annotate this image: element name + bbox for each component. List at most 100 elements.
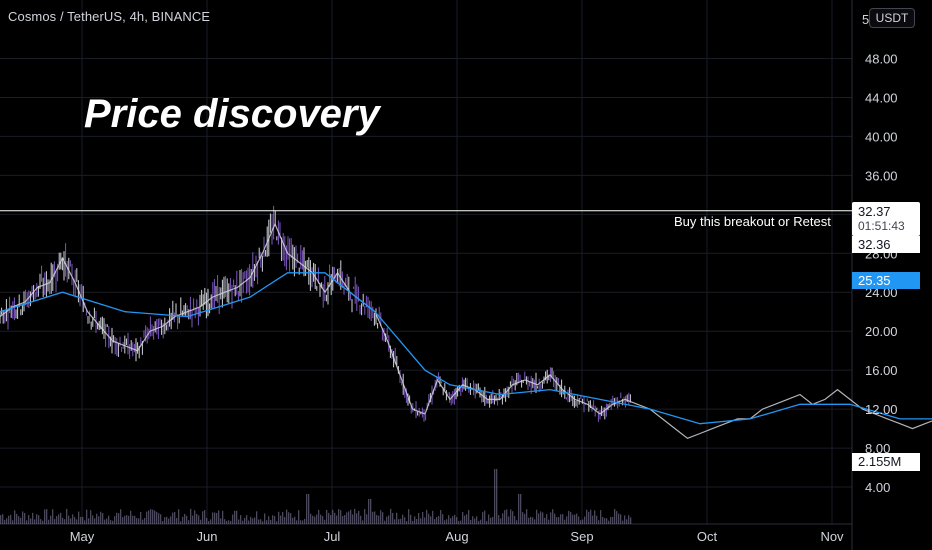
volume-bar (374, 511, 376, 524)
volume-bar (220, 518, 222, 524)
volume-bar (14, 510, 16, 524)
currency-button[interactable]: USDT (869, 8, 915, 28)
volume-bar (156, 511, 158, 524)
time-tick-label: Jun (197, 529, 218, 544)
volume-bar (126, 515, 128, 524)
volume-bar (576, 513, 578, 524)
volume-bar (358, 510, 360, 524)
volume-bar (578, 516, 580, 524)
volume-bar (312, 515, 314, 524)
volume-bar (538, 513, 540, 524)
volume-bar (498, 515, 500, 524)
price-discovery-annotation[interactable]: Price discovery (84, 92, 380, 136)
volume-bar (60, 512, 62, 524)
volume-bar (310, 513, 312, 524)
volume-bar (616, 511, 618, 524)
volume-bar (564, 519, 566, 524)
price-tick-label: 20.00 (865, 324, 898, 339)
volume-bar (556, 517, 558, 524)
volume-bar (410, 514, 412, 524)
time-tick-label: Jul (324, 529, 341, 544)
volume-bar (238, 519, 240, 524)
volume-bar (228, 520, 230, 524)
volume-bar (322, 515, 324, 524)
volume-bar (192, 515, 194, 524)
volume-bar (92, 515, 94, 524)
volume-bar (402, 514, 404, 524)
volume-bar (112, 520, 114, 524)
volume-bar (404, 517, 406, 524)
price-line (0, 222, 932, 439)
volume-bar (28, 515, 30, 524)
volume-bar (288, 512, 290, 524)
volume-bar (342, 516, 344, 524)
volume-bar (264, 513, 266, 524)
volume-bar (64, 519, 66, 524)
volume-bar (500, 518, 502, 524)
volume-bar (562, 514, 564, 524)
volume-bar (240, 515, 242, 524)
volume-bar (84, 520, 86, 524)
price-tick-label: 4.00 (865, 480, 890, 495)
volume-bar (474, 518, 476, 524)
volume-bar (66, 508, 68, 524)
volume-bar (492, 516, 494, 524)
volume-bar (122, 517, 124, 524)
volume-bar (484, 510, 486, 524)
volume-bar (34, 519, 36, 524)
volume-bar (412, 520, 414, 524)
volume-bar (346, 512, 348, 524)
volume-bar (36, 514, 38, 524)
volume-bar (618, 513, 620, 524)
volume-bar (546, 513, 548, 524)
volume-bar (372, 511, 374, 524)
volume-bar (0, 515, 2, 524)
volume-bar (488, 514, 490, 524)
volume-bar (364, 509, 366, 524)
volume-bar (20, 517, 22, 524)
volume-bar (204, 510, 206, 524)
volume-bar (136, 517, 138, 524)
volume-bar (314, 516, 316, 524)
volume-bar (442, 514, 444, 524)
volume-bar (502, 513, 504, 524)
volume-bar (504, 510, 506, 524)
volume-bar (284, 517, 286, 524)
volume-bar (466, 514, 468, 524)
volume-bar (212, 512, 214, 524)
volume-bar (98, 516, 100, 524)
volume-bar (210, 519, 212, 524)
volume-bar (290, 513, 292, 524)
volume-bar (354, 508, 356, 524)
volume-bar (208, 520, 210, 524)
volume-bar (160, 514, 162, 524)
volume-bar (158, 513, 160, 524)
volume-bar (58, 514, 60, 524)
volume-bar (428, 513, 430, 524)
volume-bar (438, 516, 440, 524)
volume-bar (554, 513, 556, 524)
breakout-annotation[interactable]: Buy this breakout or Retest (674, 214, 831, 229)
volume-bar (418, 513, 420, 524)
volume-bar (170, 516, 172, 524)
volume-bar (216, 512, 218, 524)
close-price-tag: 32.36 (852, 236, 920, 253)
volume-bar (4, 519, 6, 524)
price-tick-label: 36.00 (865, 168, 898, 183)
volume-bar (306, 494, 308, 524)
volume-bar (394, 519, 396, 524)
volume-bar (458, 520, 460, 524)
volume-bar (590, 509, 592, 524)
volume-bar (452, 516, 454, 524)
volume-bar (140, 511, 142, 524)
volume-bar (512, 511, 514, 524)
volume-bar (370, 499, 372, 524)
volume-bar (396, 512, 398, 524)
volume-bar (242, 520, 244, 524)
price-tick-label: 44.00 (865, 90, 898, 105)
volume-bar (344, 515, 346, 524)
volume-bar (148, 510, 150, 524)
volume-bar (164, 517, 166, 524)
